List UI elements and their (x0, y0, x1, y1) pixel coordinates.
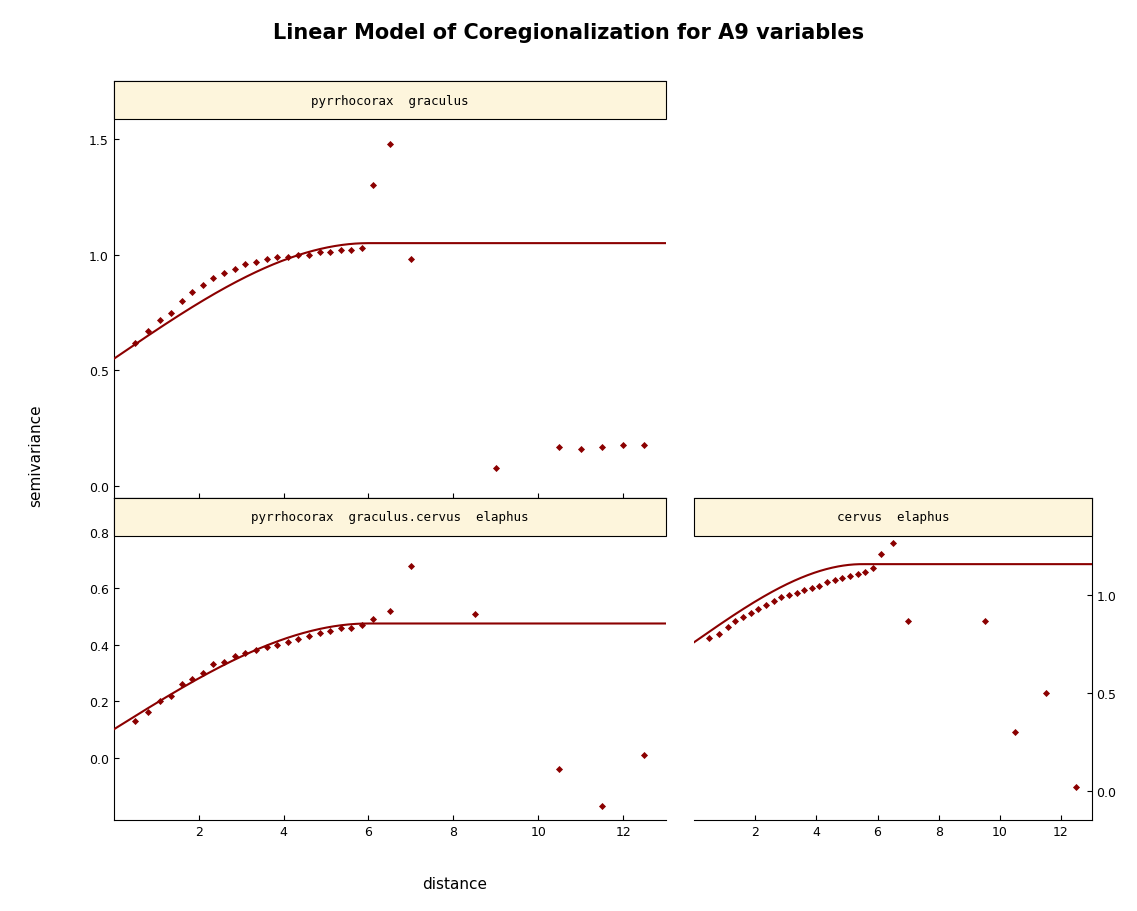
Point (352, 618, 371, 632)
Point (126, 336, 144, 351)
Point (735, 609, 753, 624)
Text: distance: distance (422, 876, 488, 891)
Point (161, 689, 180, 703)
Text: Linear Model of Coregionalization for A9 variables: Linear Model of Coregionalization for A9… (273, 23, 864, 43)
Point (1068, 780, 1086, 794)
Point (139, 324, 157, 339)
Point (381, 138, 399, 152)
Point (268, 638, 287, 652)
Point (268, 251, 287, 265)
Point (883, 536, 902, 550)
Point (899, 614, 918, 629)
Point (173, 677, 191, 691)
Point (205, 271, 223, 286)
Point (550, 762, 568, 776)
Point (614, 438, 632, 453)
Point (215, 655, 233, 670)
Point (848, 567, 866, 581)
Point (700, 631, 719, 646)
Point (236, 646, 255, 660)
Point (193, 278, 211, 292)
Point (818, 575, 836, 589)
Point (572, 443, 590, 457)
Point (772, 590, 790, 605)
Point (749, 602, 767, 617)
Point (636, 438, 654, 453)
Point (841, 569, 860, 584)
Point (636, 748, 654, 763)
Point (225, 649, 243, 663)
Point (279, 251, 297, 265)
Point (257, 252, 275, 267)
Point (401, 558, 420, 573)
Point (183, 285, 201, 300)
Point (289, 248, 307, 262)
Text: cervus  elaphus: cervus elaphus (837, 511, 949, 524)
Point (183, 671, 201, 686)
Point (709, 628, 728, 642)
Point (592, 440, 611, 455)
Point (741, 606, 760, 620)
Point (727, 614, 745, 629)
Point (173, 294, 191, 309)
Point (236, 258, 255, 272)
Point (764, 594, 782, 609)
Point (1037, 686, 1055, 701)
Point (279, 635, 297, 650)
Point (487, 461, 505, 476)
Point (780, 589, 798, 603)
Point (364, 612, 382, 627)
Point (864, 561, 882, 576)
Point (342, 620, 360, 635)
Point (139, 705, 157, 720)
Point (342, 243, 360, 258)
Point (321, 246, 339, 261)
Point (247, 255, 265, 270)
Point (332, 620, 350, 635)
Text: pyrrhocorax  graculus.cervus  elaphus: pyrrhocorax graculus.cervus elaphus (251, 511, 529, 524)
Point (871, 548, 889, 562)
Point (332, 243, 350, 258)
Point (825, 573, 844, 588)
Point (401, 252, 420, 267)
Point (321, 623, 339, 638)
Point (300, 630, 318, 644)
Point (811, 578, 829, 593)
Point (215, 267, 233, 281)
Point (310, 627, 329, 641)
Point (151, 312, 169, 327)
Point (1006, 725, 1024, 740)
Point (795, 582, 813, 597)
Point (833, 571, 852, 586)
Point (205, 658, 223, 672)
Point (465, 607, 483, 621)
Point (225, 262, 243, 277)
Point (856, 565, 874, 579)
Point (161, 306, 180, 321)
Point (151, 694, 169, 709)
Point (310, 246, 329, 261)
Point (592, 799, 611, 814)
Point (364, 179, 382, 193)
Point (193, 666, 211, 681)
Point (788, 587, 806, 601)
Point (757, 599, 775, 613)
Point (423, 525, 441, 539)
Point (257, 640, 275, 655)
Text: pyrrhocorax  graculus: pyrrhocorax graculus (310, 95, 468, 107)
Point (719, 619, 737, 634)
Text: semivariance: semivariance (28, 404, 43, 507)
Point (352, 241, 371, 256)
Point (300, 248, 318, 262)
Point (247, 643, 265, 658)
Point (289, 632, 307, 647)
Point (381, 604, 399, 619)
Point (976, 614, 994, 629)
Point (803, 580, 821, 595)
Point (550, 440, 568, 455)
Point (126, 714, 144, 729)
